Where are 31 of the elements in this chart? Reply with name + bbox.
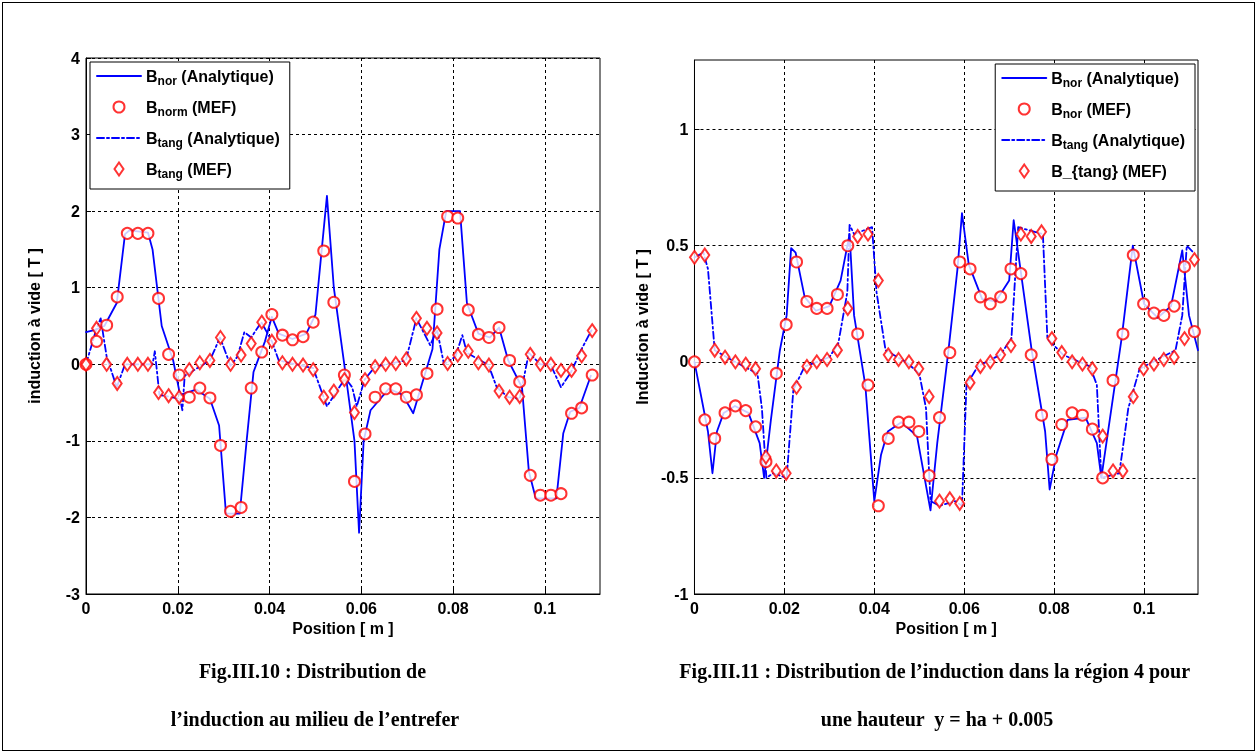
y-tick-label: -1: [674, 585, 689, 603]
chart-title: Fig.III.10 : Distribution de l’induction au milieu de l’entrefer: [170, 660, 460, 730]
y-tick-label: 0: [679, 353, 689, 371]
chart-title: Fig.III.11 : Distribution de l’induction dans la région 4 pour une hauteur y = ha + 0.005: [679, 660, 1190, 730]
y-tick-label: -3: [65, 585, 81, 603]
x-axis-title: Position [ m ]: [895, 620, 997, 638]
x-tick-label: 0.08: [1038, 599, 1070, 617]
y-tick-label: 0: [71, 355, 81, 373]
x-tick-label: 0: [690, 599, 700, 617]
x-tick-label: 0.1: [1132, 599, 1156, 617]
y-tick-label: 0.5: [666, 237, 689, 255]
x-tick-label: 0.06: [345, 599, 378, 617]
y-tick-label: -1: [65, 432, 81, 450]
y-tick-label: 2: [71, 202, 81, 220]
y-axis-title: Induction à vide [ T ]: [633, 249, 651, 405]
y-axis-title: induction à vide [ T ]: [25, 248, 43, 404]
x-tick-label: 0.02: [768, 599, 801, 617]
y-tick-label: -2: [65, 508, 81, 526]
legend-label: B_{tang} (MEF): [1051, 162, 1167, 180]
y-tick-label: 1: [679, 121, 689, 139]
x-tick-label: 0.08: [437, 599, 469, 617]
x-tick-label: 0.06: [948, 599, 980, 617]
x-axis-title: Position [ m ]: [292, 620, 394, 638]
x-tick-label: 0.1: [533, 599, 557, 617]
y-tick-label: 4: [71, 49, 81, 67]
x-tick-label: 0.04: [858, 599, 890, 617]
x-tick-label: 0.04: [254, 599, 286, 617]
y-tick-label: -0.5: [660, 469, 689, 487]
x-tick-label: 0.02: [162, 599, 194, 617]
y-tick-label: 3: [71, 126, 81, 144]
y-tick-label: 1: [71, 279, 81, 297]
